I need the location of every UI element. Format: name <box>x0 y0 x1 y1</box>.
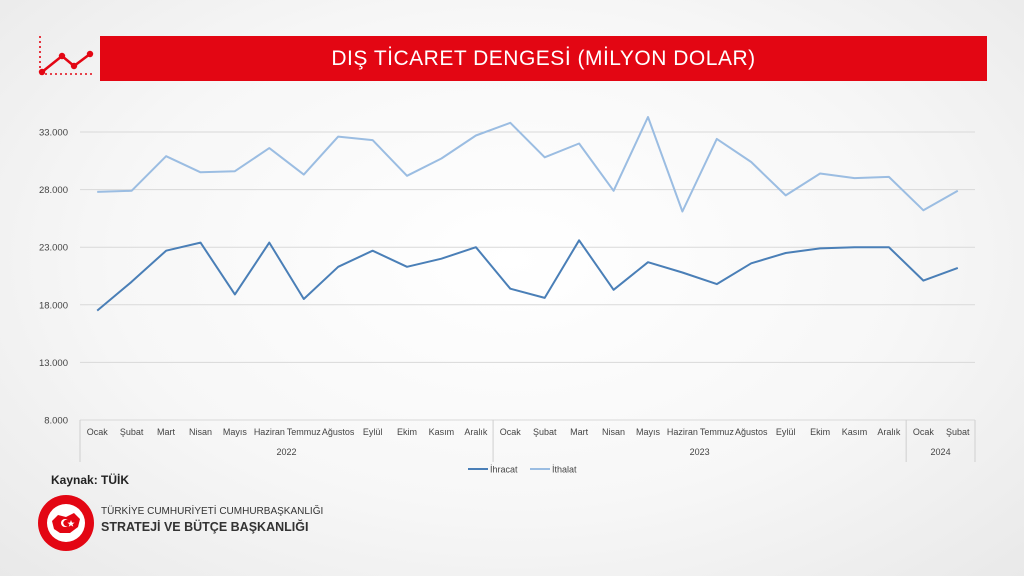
x-tick-label: Aralık <box>464 427 488 437</box>
x-tick-label: Ocak <box>913 427 935 437</box>
y-axis: 8.000 13.000 18.000 23.000 28.000 33.000 <box>39 128 68 427</box>
series-line-ithalat <box>97 116 959 213</box>
x-tick-label: Mayıs <box>223 427 248 437</box>
source-label: Kaynak: TÜİK <box>51 473 130 487</box>
x-tick-label: Eylül <box>363 427 383 437</box>
x-tick-label: Mayıs <box>636 427 661 437</box>
year-group-label: 2023 <box>690 447 710 457</box>
series-line-ihracat <box>96 239 959 312</box>
y-tick-label: 33.000 <box>39 128 68 139</box>
x-tick-label: Ağustos <box>322 427 355 437</box>
x-tick-label: Ağustos <box>735 427 768 437</box>
x-tick-label: Haziran <box>254 427 285 437</box>
page-title: DIŞ TİCARET DENGESİ (MİLYON DOLAR) <box>100 36 987 81</box>
y-tick-label: 23.000 <box>39 243 68 254</box>
series-lines <box>96 116 959 312</box>
y-tick-label: 28.000 <box>39 185 68 196</box>
x-tick-label: Şubat <box>533 427 557 437</box>
x-tick-label: Nisan <box>602 427 625 437</box>
seal-logo-icon <box>38 495 94 551</box>
x-tick-label: Ekim <box>810 427 830 437</box>
org-name-line2: STRATEJİ VE BÜTÇE BAŞKANLIĞI <box>101 520 309 534</box>
legend: İhracat İthalat <box>468 465 577 475</box>
grid-lines <box>80 131 975 421</box>
x-axis: Ocak Şubat Mart Nisan Mayıs Haziran Temmuz Ağus… <box>79 420 976 462</box>
legend-label: İthalat <box>552 465 577 475</box>
x-tick-label: Kasım <box>429 427 455 437</box>
y-tick-label: 18.000 <box>39 300 68 311</box>
x-tick-label: Temmuz <box>700 427 735 437</box>
x-tick-label: Şubat <box>120 427 144 437</box>
x-tick-label: Mart <box>157 427 175 437</box>
x-tick-label: Haziran <box>667 427 698 437</box>
x-tick-label: Nisan <box>189 427 212 437</box>
org-name-line1: TÜRKİYE CUMHURİYETİ CUMHURBAŞKANLIĞI <box>101 506 324 517</box>
legend-label: İhracat <box>490 465 518 475</box>
x-tick-label: Temmuz <box>287 427 322 437</box>
x-tick-label: Ocak <box>87 427 109 437</box>
y-tick-label: 8.000 <box>44 416 68 427</box>
org-block: TÜRKİYE CUMHURİYETİ CUMHURBAŞKANLIĞI STR… <box>36 493 336 553</box>
x-tick-label: Ekim <box>397 427 417 437</box>
x-tick-label: Kasım <box>842 427 868 437</box>
x-tick-label: Şubat <box>946 427 970 437</box>
y-tick-label: 13.000 <box>39 358 68 369</box>
trend-chart-icon <box>38 36 94 76</box>
year-group-label: 2022 <box>277 447 297 457</box>
x-tick-label: Mart <box>570 427 588 437</box>
year-group-label: 2024 <box>931 447 951 457</box>
x-tick-label: Ocak <box>500 427 522 437</box>
x-tick-label: Aralık <box>877 427 901 437</box>
x-tick-label: Eylül <box>776 427 796 437</box>
